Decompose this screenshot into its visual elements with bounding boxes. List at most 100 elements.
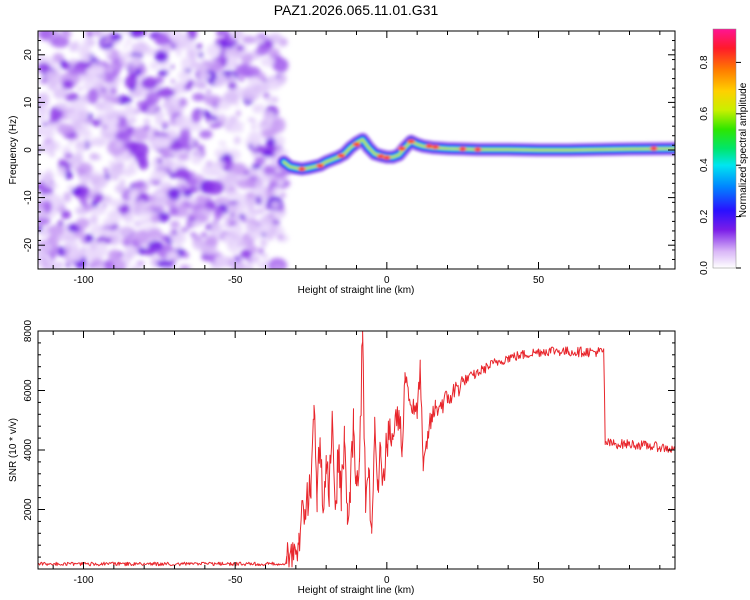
noise-speckle [154, 112, 164, 120]
noise-speckle [150, 213, 160, 224]
noise-speckle [47, 187, 53, 195]
noise-speckle [252, 105, 265, 113]
noise-speckle [57, 123, 75, 136]
noise-speckle [136, 260, 145, 266]
noise-speckle [57, 220, 64, 227]
noise-speckle [111, 117, 120, 126]
noise-speckle [143, 248, 156, 256]
noise-speckle [50, 253, 56, 260]
noise-speckle [156, 259, 172, 268]
noise-speckle [154, 188, 165, 200]
bottom-x-tick-label: 50 [533, 575, 545, 586]
noise-speckle [237, 193, 248, 204]
noise-speckle [251, 152, 259, 157]
noise-speckle [135, 180, 146, 187]
ridge-hotspot-peak [338, 154, 344, 157]
noise-speckle [48, 140, 61, 152]
noise-speckle [194, 80, 207, 88]
noise-speckle [210, 115, 218, 121]
noise-speckle [49, 152, 55, 158]
noise-speckle [84, 233, 94, 243]
noise-speckle [162, 148, 172, 156]
noise-speckle [62, 79, 74, 90]
top-x-tick-label: 0 [384, 275, 390, 286]
noise-speckle [189, 138, 195, 147]
noise-speckle [279, 192, 286, 199]
ridge-hotspot-peak [299, 167, 305, 171]
noise-speckle [90, 154, 96, 161]
noise-speckle [82, 84, 91, 90]
noise-speckle [254, 183, 261, 189]
noise-speckle [64, 170, 73, 180]
noise-speckle [204, 235, 219, 247]
noise-speckle [272, 265, 285, 269]
noise-speckle [260, 189, 267, 197]
noise-speckle [185, 150, 190, 154]
noise-speckle [155, 205, 164, 212]
ridge-hotspot-peak [354, 143, 359, 146]
noise-speckle [179, 126, 191, 141]
noise-speckle [63, 152, 74, 159]
noise-speckle [154, 50, 168, 63]
noise-speckle [42, 200, 53, 214]
noise-speckle [49, 122, 60, 131]
noise-speckle [245, 221, 258, 233]
noise-speckle [81, 108, 89, 117]
noise-speckle [143, 118, 151, 125]
noise-speckle [132, 253, 136, 258]
noise-speckle [178, 79, 189, 94]
noise-speckle [193, 150, 202, 154]
noise-speckle [153, 131, 159, 136]
noise-speckle [268, 33, 283, 43]
noise-speckle [90, 174, 108, 189]
noise-speckle [61, 210, 71, 220]
noise-speckle [94, 170, 100, 177]
noise-speckle [172, 229, 178, 236]
noise-speckle [93, 193, 104, 203]
top-y-tick-label: 10 [23, 96, 34, 108]
noise-speckle [267, 47, 280, 57]
noise-speckle [262, 149, 273, 158]
snr-series-line [38, 331, 675, 568]
noise-speckle [38, 31, 54, 40]
noise-speckle [103, 102, 115, 115]
noise-speckle [181, 69, 187, 76]
noise-speckle [245, 264, 251, 269]
noise-speckle [41, 122, 49, 127]
noise-speckle [269, 225, 277, 236]
top-x-axis-label: Height of straight line (km) [298, 285, 415, 296]
top-y-tick-label: -10 [23, 190, 34, 205]
noise-speckle [89, 264, 94, 269]
noise-speckle [260, 237, 268, 248]
ridge-hotspot-peak [399, 147, 405, 150]
noise-speckle [265, 137, 276, 147]
noise-speckle [38, 184, 44, 191]
noise-speckle [197, 144, 205, 151]
noise-speckle [77, 44, 90, 55]
noise-speckle [38, 62, 51, 73]
bottom-x-tick-label: 0 [384, 575, 390, 586]
noise-speckle [40, 232, 48, 237]
noise-speckle [157, 158, 163, 165]
noise-speckle [175, 47, 182, 57]
ridge-hotspot-peak [408, 140, 414, 143]
noise-speckle [179, 264, 190, 269]
noise-speckle [259, 196, 264, 201]
noise-speckle [102, 203, 107, 207]
noise-speckle [89, 240, 98, 251]
noise-speckle [199, 129, 213, 139]
noise-speckle [201, 163, 222, 177]
noise-speckle [188, 197, 195, 203]
noise-speckle [260, 174, 271, 183]
top-y-tick-label: 20 [23, 49, 34, 61]
noise-speckle [204, 94, 223, 107]
top-x-tick-label: -50 [228, 275, 243, 286]
noise-speckle [174, 167, 190, 180]
noise-speckle [137, 247, 147, 255]
noise-speckle [45, 168, 53, 175]
noise-speckle [231, 31, 243, 41]
noise-speckle [195, 43, 203, 49]
noise-speckle [182, 251, 189, 259]
noise-speckle [107, 211, 119, 220]
